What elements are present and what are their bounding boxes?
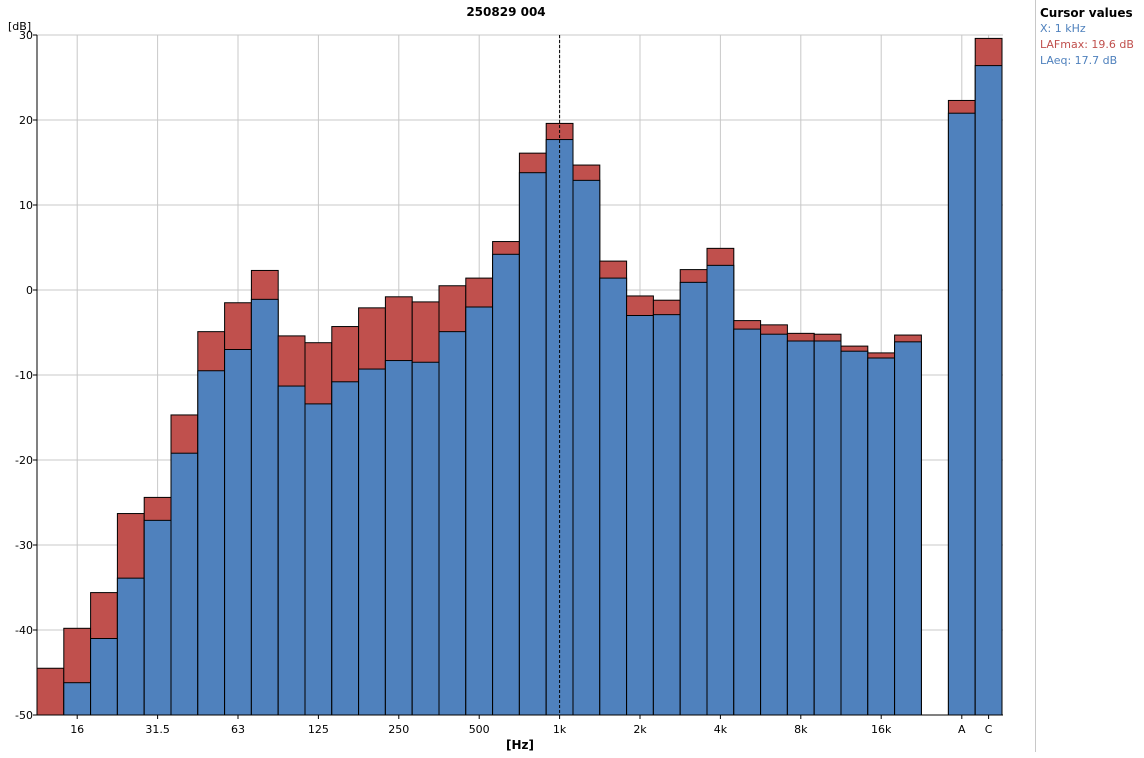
- cursor-values-panel: Cursor values X: 1 kHz LAFmax: 19.6 dB L…: [1035, 0, 1144, 752]
- bar-laeq: [786, 340, 815, 716]
- bar-laeq: [170, 452, 199, 716]
- bar-laeq: [599, 277, 628, 716]
- bar-laeq: [974, 65, 1003, 716]
- bar-laeq: [465, 306, 494, 716]
- bar-laeq: [679, 281, 708, 716]
- x-tick-label: 2k: [633, 723, 647, 736]
- bar-laeq: [250, 298, 279, 716]
- bar-laeq: [277, 385, 306, 716]
- bar-laeq: [492, 253, 520, 716]
- bar-laeq: [706, 264, 735, 716]
- x-tick-label: C: [985, 723, 993, 736]
- x-tick-label: A: [958, 723, 966, 736]
- y-axis-unit-label: [dB]: [8, 20, 31, 33]
- bar-laeq: [304, 403, 333, 716]
- bar-laeq: [197, 370, 226, 716]
- spectrum-chart[interactable]: 250829 004 [dB] [Hz] 30 20 10 0 -10 -20 -30 -40…: [0, 0, 1035, 758]
- y-tick-label: 20: [19, 114, 33, 127]
- y-tick-label: 30: [19, 29, 33, 42]
- cursor-x-value: X: 1 kHz: [1040, 22, 1086, 35]
- cursor-laeq-value: LAeq: 17.7 dB: [1040, 54, 1118, 67]
- bar-laeq: [358, 368, 386, 716]
- cursor-lafmax-value: LAFmax: 19.6 dB: [1040, 38, 1134, 51]
- y-tick-label: -20: [15, 454, 33, 467]
- bar-laeq: [572, 179, 601, 716]
- x-tick-label: 125: [308, 723, 329, 736]
- bar-laeq: [733, 328, 762, 716]
- bar-laeq: [894, 341, 922, 716]
- bar-laeq: [143, 519, 172, 716]
- tick-labels-group: 30 20 10 0 -10 -20 -30 -40 -50 16 31.5 63 125 250 500 1…: [15, 29, 993, 736]
- x-tick-label: 4k: [714, 723, 728, 736]
- x-tick-label: 250: [388, 723, 409, 736]
- bar-laeq: [63, 682, 92, 716]
- bar-laeq: [840, 350, 869, 716]
- bars-group: [36, 37, 1003, 716]
- bar-laeq: [518, 172, 547, 716]
- chart-title: 250829 004: [466, 5, 545, 19]
- bar-laeq: [760, 333, 788, 716]
- cursor-values-title: Cursor values: [1040, 6, 1133, 20]
- x-tick-label: 500: [469, 723, 490, 736]
- x-axis-unit-label: [Hz]: [506, 738, 534, 752]
- y-tick-label: -30: [15, 539, 33, 552]
- axes-group: [33, 34, 1003, 719]
- y-tick-label: -10: [15, 369, 33, 382]
- bar-laeq: [331, 381, 360, 716]
- bar-lafmax: [36, 667, 65, 716]
- bar-laeq: [626, 315, 654, 716]
- y-tick-label: -50: [15, 709, 33, 722]
- y-tick-label: 0: [26, 284, 33, 297]
- x-tick-label: 1k: [553, 723, 567, 736]
- x-tick-label: 63: [231, 723, 245, 736]
- x-tick-label: 8k: [794, 723, 808, 736]
- bar-laeq: [384, 360, 413, 716]
- x-tick-label: 16: [70, 723, 84, 736]
- bar-laeq: [438, 331, 467, 716]
- bar-laeq: [947, 112, 976, 716]
- x-tick-label: 16k: [871, 723, 892, 736]
- bar-laeq: [652, 314, 681, 716]
- bar-laeq: [90, 638, 118, 716]
- x-tick-label: 31.5: [145, 723, 170, 736]
- bar-laeq: [224, 349, 252, 716]
- y-tick-label: 10: [19, 199, 33, 212]
- bar-laeq: [867, 357, 896, 716]
- y-tick-label: -40: [15, 624, 33, 637]
- bar-laeq: [411, 361, 440, 716]
- bar-laeq: [116, 577, 145, 716]
- bar-laeq: [813, 340, 842, 716]
